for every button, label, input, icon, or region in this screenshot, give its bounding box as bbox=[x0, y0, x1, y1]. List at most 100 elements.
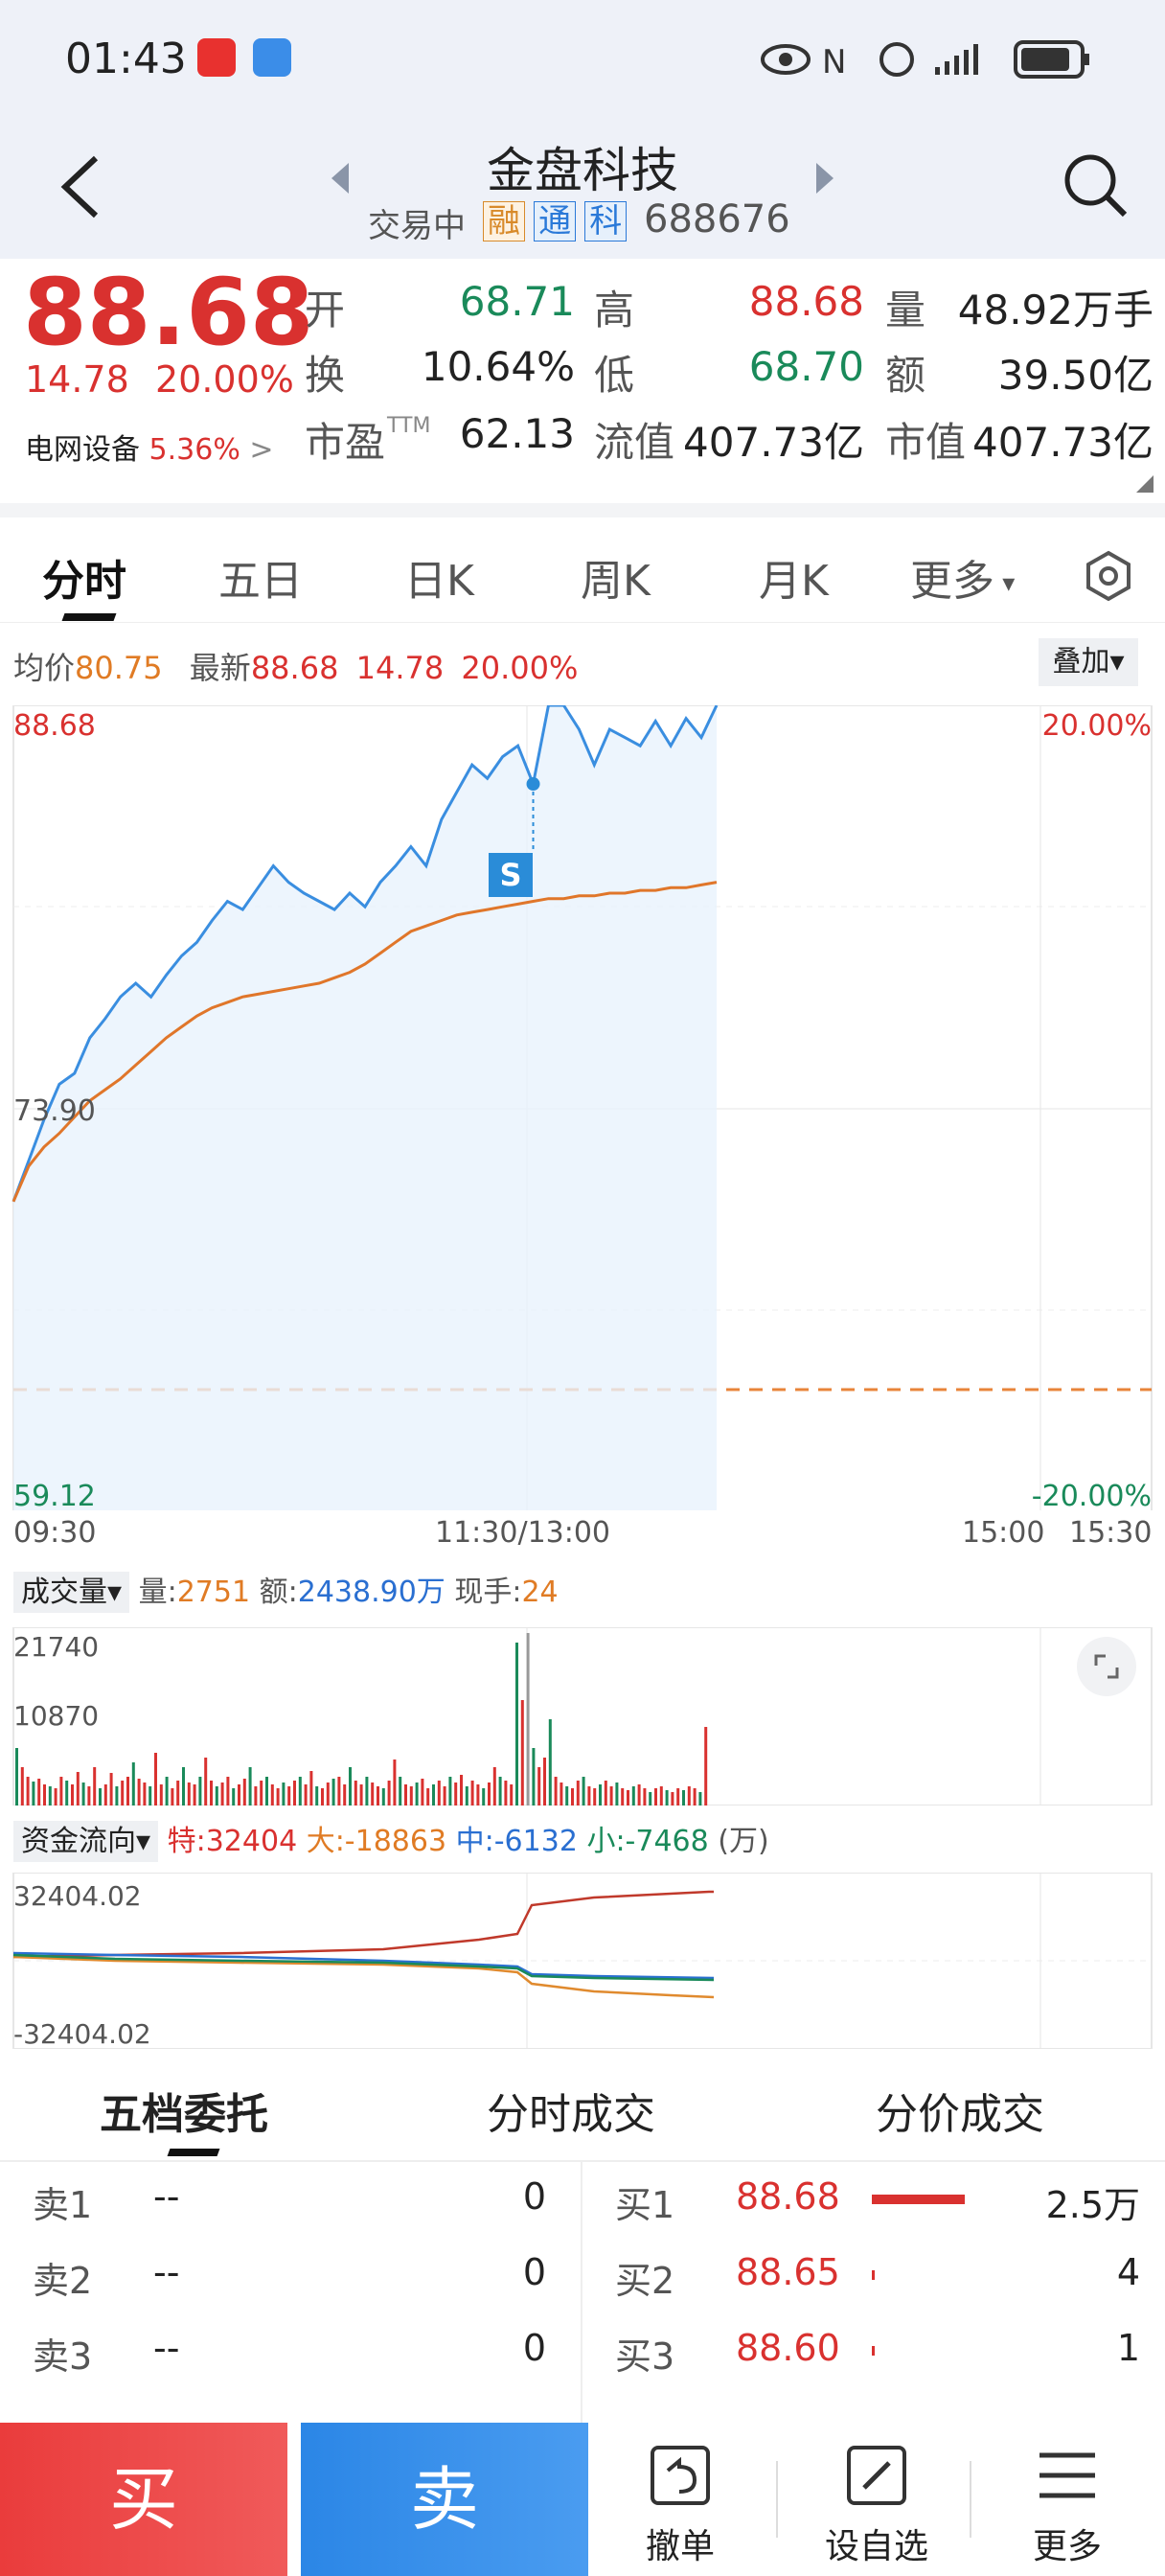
volume-bar bbox=[448, 1777, 452, 1806]
volume-bar bbox=[643, 1788, 647, 1806]
bid-row[interactable]: 买2 88.65 4 bbox=[584, 2251, 1165, 2320]
settings-hexagon-icon[interactable] bbox=[1083, 550, 1134, 602]
stat-value: 62.13 bbox=[459, 410, 575, 457]
avg-label: 均价 bbox=[13, 650, 76, 686]
sell-button[interactable]: 卖 bbox=[301, 2423, 588, 2576]
flow-small-line bbox=[12, 1953, 715, 1982]
tab-intraday[interactable]: 分时 bbox=[42, 557, 126, 606]
stat-label: 高 bbox=[594, 287, 635, 334]
avg-value: 80.75 bbox=[75, 650, 163, 686]
volume-bar bbox=[492, 1767, 496, 1806]
cancel-order-button[interactable]: 撤单 bbox=[613, 2423, 747, 2576]
volume-info: 成交量▾ 量:2751 额:2438.90万 现手:24 bbox=[13, 1568, 559, 1613]
bid-label: 买1 bbox=[615, 2184, 675, 2226]
more-button[interactable]: 更多 bbox=[1000, 2423, 1134, 2576]
tab-price-trades[interactable]: 分价成交 bbox=[876, 2090, 1044, 2139]
volume-bar bbox=[593, 1788, 597, 1806]
buy-button[interactable]: 买 bbox=[0, 2423, 287, 2576]
overlay-label: 叠加 bbox=[1052, 645, 1110, 678]
ask-row[interactable]: 卖1 -- 0 bbox=[0, 2175, 575, 2244]
intraday-chart[interactable] bbox=[0, 705, 1165, 1510]
stat-value: 39.50亿 bbox=[997, 352, 1154, 399]
volume-selector[interactable]: 成交量▾ bbox=[13, 1572, 130, 1613]
volume-bar bbox=[115, 1786, 119, 1806]
x-label-close: 15:00 bbox=[962, 1516, 1045, 1550]
volume-bar bbox=[87, 1786, 91, 1806]
tab-tick-trades[interactable]: 分时成交 bbox=[487, 2090, 655, 2139]
tab-more-label: 更多 bbox=[910, 557, 994, 606]
volume-bar bbox=[349, 1767, 352, 1806]
amt-label: 额: bbox=[259, 1576, 298, 1609]
tab-more[interactable]: 更多 ▾ bbox=[910, 557, 1016, 606]
sell-signal-marker[interactable]: S bbox=[489, 853, 533, 897]
bid-label: 买3 bbox=[615, 2335, 675, 2378]
bid-depth-bar bbox=[872, 2270, 875, 2280]
fullscreen-icon[interactable] bbox=[1077, 1637, 1136, 1696]
volume-bar bbox=[226, 1777, 230, 1806]
search-icon[interactable] bbox=[1062, 151, 1131, 220]
overlay-button[interactable]: 叠加▾ bbox=[1039, 638, 1138, 686]
volume-bar bbox=[354, 1781, 357, 1806]
tab-weekly-k[interactable]: 周K bbox=[581, 557, 651, 606]
volume-bar bbox=[326, 1782, 330, 1806]
volume-bar bbox=[210, 1781, 213, 1806]
volume-bar bbox=[365, 1777, 369, 1806]
edit-icon bbox=[847, 2446, 906, 2505]
volume-bar bbox=[154, 1753, 157, 1806]
volume-bar bbox=[265, 1777, 268, 1806]
ask-label: 卖1 bbox=[33, 2184, 93, 2226]
y-bot-label: 59.12 bbox=[13, 1480, 96, 1513]
stat-value: 10.64% bbox=[421, 343, 575, 390]
bid-volume: 1 bbox=[1116, 2327, 1140, 2369]
volume-bar bbox=[43, 1784, 46, 1806]
bid-row[interactable]: 买3 88.60 1 bbox=[584, 2327, 1165, 2396]
flow-info: 资金流向▾ 特:32404 大:-18863 中:-6132 小:-7468 (… bbox=[13, 1817, 769, 1862]
orderbook-tab-indicator bbox=[167, 2149, 220, 2156]
prev-stock-icon[interactable] bbox=[330, 161, 353, 196]
back-arrow-icon[interactable] bbox=[57, 153, 103, 220]
y-top-label: 88.68 bbox=[13, 709, 96, 743]
stat-value: 68.70 bbox=[748, 343, 864, 390]
tab-five-day[interactable]: 五日 bbox=[218, 557, 303, 606]
status-time: 01:43 bbox=[65, 34, 187, 83]
last-price: 88.68 bbox=[23, 259, 314, 366]
volume-bar bbox=[399, 1777, 402, 1806]
bottom-divider bbox=[970, 2461, 971, 2538]
flow-y-bot: -32404.02 bbox=[13, 2018, 151, 2050]
ask-price: -- bbox=[153, 2327, 180, 2369]
ask-row[interactable]: 卖3 -- 0 bbox=[0, 2327, 575, 2396]
volume-bar bbox=[93, 1767, 97, 1806]
stat-label: 换 bbox=[305, 352, 346, 399]
flow-super-line bbox=[12, 1890, 714, 1959]
volume-bar bbox=[309, 1771, 313, 1806]
flow-large-line bbox=[12, 1955, 715, 1999]
volume-bar bbox=[532, 1748, 536, 1806]
more-label: 更多 bbox=[1032, 2527, 1102, 2566]
volume-bar bbox=[148, 1786, 152, 1806]
volume-bar bbox=[649, 1792, 652, 1806]
volume-bar bbox=[343, 1784, 347, 1806]
x-label-open: 09:30 bbox=[13, 1516, 97, 1550]
tab-order-depth[interactable]: 五档委托 bbox=[100, 2090, 268, 2139]
tab-daily-k[interactable]: 日K bbox=[404, 557, 474, 606]
ask-price: -- bbox=[153, 2251, 180, 2293]
ask-row[interactable]: 卖2 -- 0 bbox=[0, 2251, 575, 2320]
divider bbox=[0, 503, 1165, 518]
volume-bar bbox=[381, 1788, 385, 1806]
latest-change: 14.78 bbox=[355, 650, 445, 686]
volume-bar bbox=[215, 1786, 218, 1806]
expand-corner-icon[interactable] bbox=[1136, 475, 1154, 493]
flow-selector[interactable]: 资金流向▾ bbox=[13, 1821, 159, 1862]
tab-monthly-k[interactable]: 月K bbox=[759, 557, 829, 606]
sector-link[interactable]: 电网设备 5.36% > bbox=[25, 426, 274, 468]
add-watchlist-button[interactable]: 设自选 bbox=[805, 2423, 948, 2576]
next-stock-icon[interactable] bbox=[812, 161, 835, 196]
volume-bar bbox=[165, 1777, 169, 1806]
volume-bar bbox=[682, 1790, 685, 1806]
volume-bar bbox=[187, 1782, 191, 1806]
price-change-pct: 20.00% bbox=[155, 358, 294, 401]
volume-bar bbox=[565, 1786, 569, 1806]
stat-label: 开 bbox=[305, 287, 346, 334]
volume-bar bbox=[460, 1775, 463, 1806]
bid-row[interactable]: 买1 88.68 2.5万 bbox=[584, 2175, 1165, 2244]
